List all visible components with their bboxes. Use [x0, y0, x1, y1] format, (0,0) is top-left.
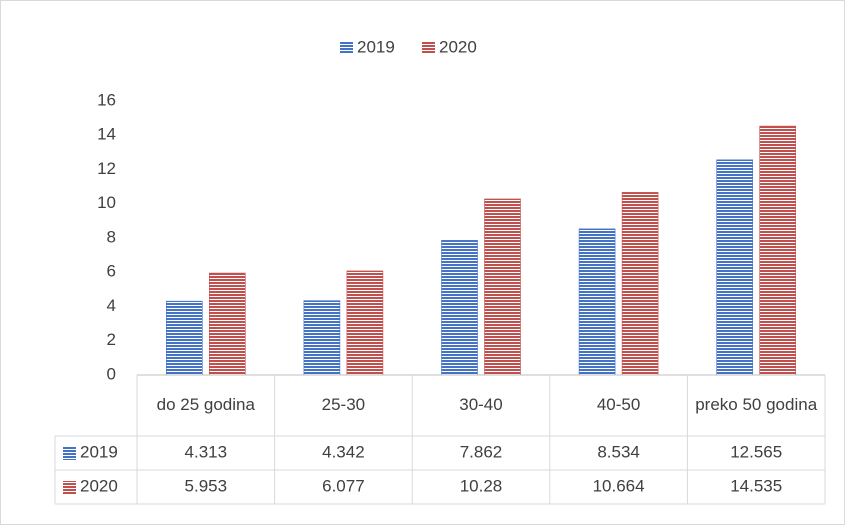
table-value: 10.28 — [460, 476, 503, 495]
legend-key — [422, 41, 435, 54]
y-tick-label: 16 — [97, 90, 116, 109]
table-value: 6.077 — [322, 476, 365, 495]
bar — [303, 300, 341, 376]
table-value: 4.342 — [322, 442, 365, 461]
table-value: 12.565 — [730, 442, 782, 461]
table-value: 8.534 — [597, 442, 640, 461]
table-value: 5.953 — [185, 476, 228, 495]
bar — [346, 270, 384, 376]
y-tick-label: 12 — [97, 159, 116, 178]
category-cell: do 25 godina — [157, 395, 255, 414]
legend-label: 2019 — [357, 37, 395, 56]
bar — [716, 159, 754, 376]
y-tick-label: 8 — [107, 227, 116, 246]
y-tick-label: 4 — [107, 296, 116, 315]
bar — [578, 228, 616, 376]
bar — [209, 272, 246, 376]
table-series-label: 2019 — [80, 442, 118, 461]
y-tick-label: 0 — [107, 364, 116, 383]
bar — [621, 192, 659, 376]
y-tick-label: 14 — [97, 125, 116, 144]
category-cell: 30-40 — [459, 395, 502, 414]
category-cell: 40-50 — [597, 395, 640, 414]
table-legend-key — [63, 481, 76, 494]
table-legend-key — [63, 447, 76, 460]
bar — [441, 240, 478, 376]
table-series-label: 2020 — [80, 476, 118, 495]
y-tick-label: 10 — [97, 193, 116, 212]
y-tick-label: 2 — [107, 330, 116, 349]
category-cell: 25-30 — [322, 395, 365, 414]
table-value: 14.535 — [730, 476, 782, 495]
bar — [484, 198, 521, 376]
bar — [166, 300, 203, 376]
legend-key — [340, 41, 353, 54]
y-tick-label: 6 — [107, 262, 116, 281]
category-cell: preko 50 godina — [695, 395, 817, 414]
table-value: 4.313 — [185, 442, 228, 461]
legend-label: 2020 — [439, 37, 477, 56]
table-value: 7.862 — [460, 442, 503, 461]
bar — [759, 125, 797, 376]
table-value: 10.664 — [593, 476, 645, 495]
